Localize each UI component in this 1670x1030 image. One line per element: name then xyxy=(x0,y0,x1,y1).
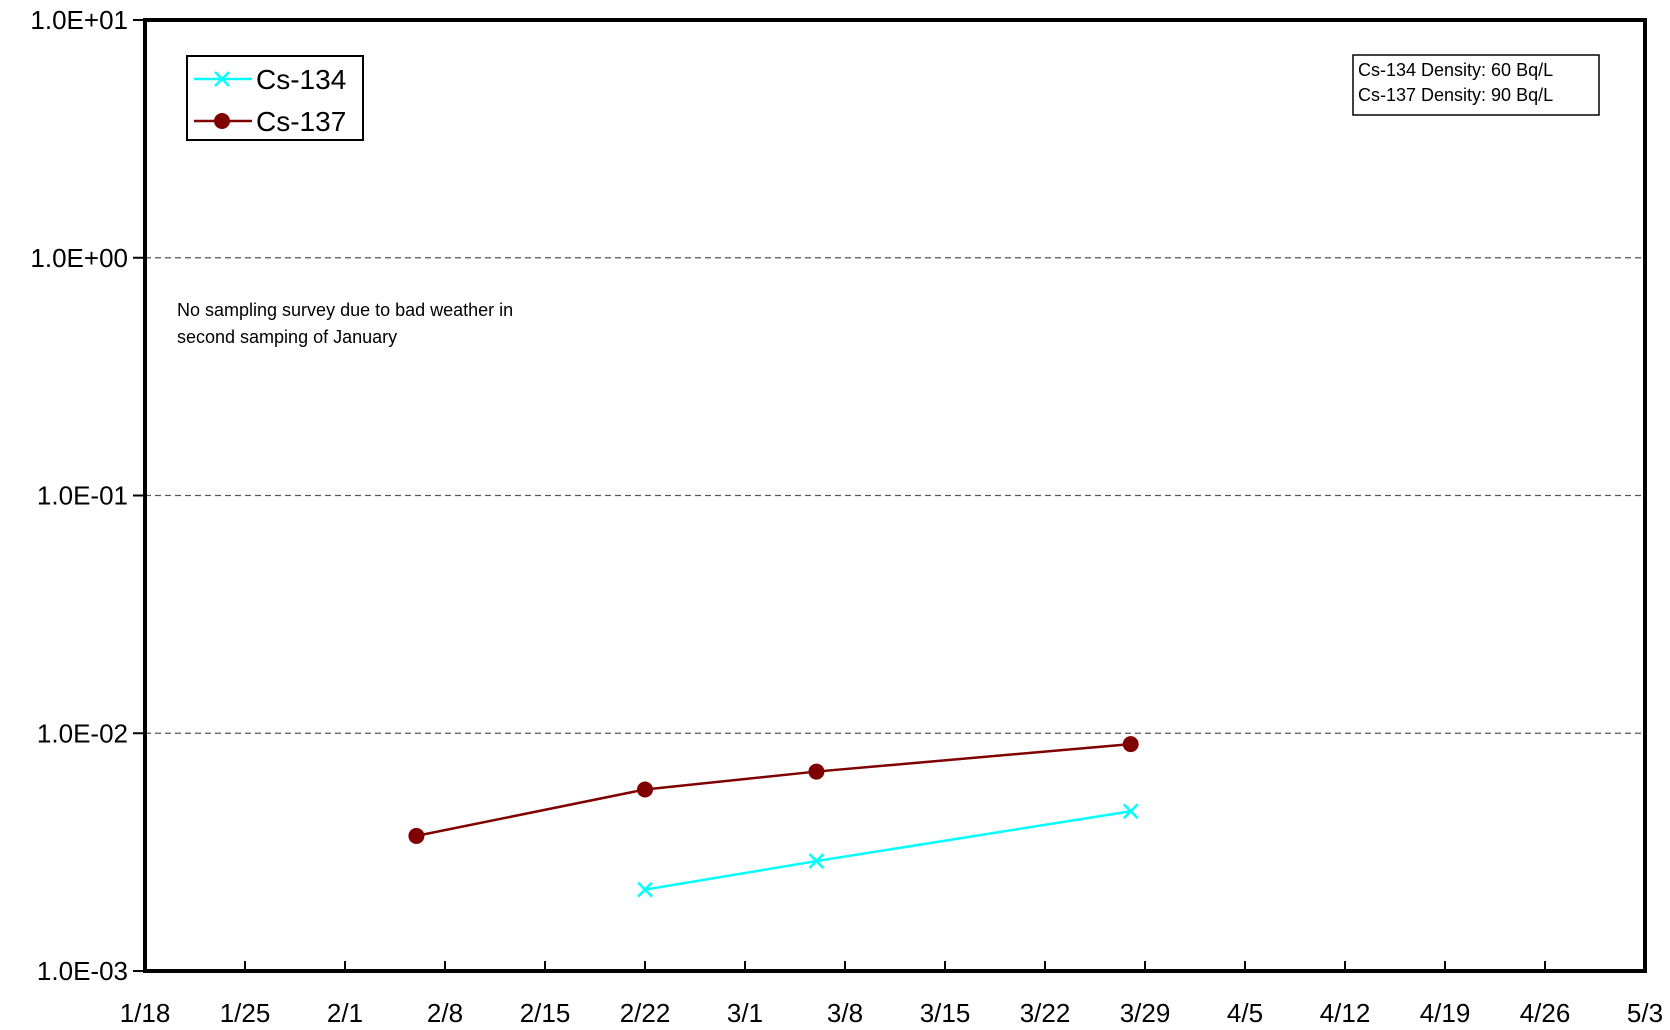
y-tick-label: 1.0E-03 xyxy=(37,956,128,986)
data-point xyxy=(1122,803,1139,820)
x-axis: 1/18 1/25 2/1 2/8 2/15 2/22 3/1 3/8 3/15 3/22 3/29… xyxy=(120,961,1663,1028)
x-tick-label: 5/3 xyxy=(1627,998,1663,1028)
data-point xyxy=(637,781,653,798)
legend-dot-marker-icon xyxy=(214,113,230,129)
x-tick-label: 4/26 xyxy=(1520,998,1571,1028)
x-tick-label: 1/18 xyxy=(120,998,171,1028)
data-point xyxy=(1122,736,1139,753)
legend-entry-cs134: Cs-134 xyxy=(194,64,346,95)
data-point xyxy=(808,763,825,780)
data-point xyxy=(408,827,425,844)
legend-entry-cs137: Cs-137 xyxy=(194,106,346,137)
series-line xyxy=(416,742,1131,838)
data-point xyxy=(637,881,653,898)
density-text-cs137: Cs-137 Density: 90 Bq/L xyxy=(1358,85,1553,105)
x-tick-label: 2/8 xyxy=(427,998,463,1028)
y-tick-label: 1.0E+01 xyxy=(30,5,128,35)
y-axis: 1.0E+01 1.0E+00 1.0E-01 1.0E-02 1.0E-03 xyxy=(30,5,145,986)
x-tick-label: 3/8 xyxy=(827,998,863,1028)
density-info-box: Cs-134 Density: 60 Bq/L Cs-137 Density: … xyxy=(1352,54,1600,116)
y-tick-label: 1.0E-02 xyxy=(37,718,128,748)
x-tick-label: 4/12 xyxy=(1320,998,1371,1028)
series-cs-137 xyxy=(408,736,1139,844)
series-cs-134 xyxy=(637,803,1139,898)
x-tick-label: 4/5 xyxy=(1227,998,1263,1028)
x-tick-label: 4/19 xyxy=(1420,998,1471,1028)
density-text-cs134: Cs-134 Density: 60 Bq/L xyxy=(1358,60,1553,80)
x-tick-label: 3/15 xyxy=(920,998,971,1028)
legend-x-marker-icon xyxy=(214,71,230,87)
x-tick-label: 2/22 xyxy=(620,998,671,1028)
density-box-frame xyxy=(1352,54,1600,116)
x-tick-label: 1/25 xyxy=(220,998,271,1028)
x-tick-label: 3/1 xyxy=(727,998,763,1028)
x-tick-label: 2/15 xyxy=(520,998,571,1028)
data-point xyxy=(808,853,825,869)
y-tick-label: 1.0E+00 xyxy=(30,243,128,273)
x-tick-label: 3/29 xyxy=(1120,998,1171,1028)
y-tick-label: 1.0E-01 xyxy=(37,481,128,511)
grid-layer xyxy=(145,257,1645,734)
legend-label-cs134: Cs-134 xyxy=(256,64,346,95)
legend-label-cs137: Cs-137 xyxy=(256,106,346,137)
note-line-2: second samping of January xyxy=(177,327,397,347)
note-line-1: No sampling survey due to bad weather in xyxy=(177,300,513,320)
legend: Cs-134 Cs-137 xyxy=(186,55,364,141)
no-sampling-note: No sampling survey due to bad weather in… xyxy=(177,300,513,347)
x-tick-label: 2/1 xyxy=(327,998,363,1028)
series-line xyxy=(644,809,1131,891)
x-tick-label: 3/22 xyxy=(1020,998,1071,1028)
series-layer xyxy=(408,736,1139,898)
